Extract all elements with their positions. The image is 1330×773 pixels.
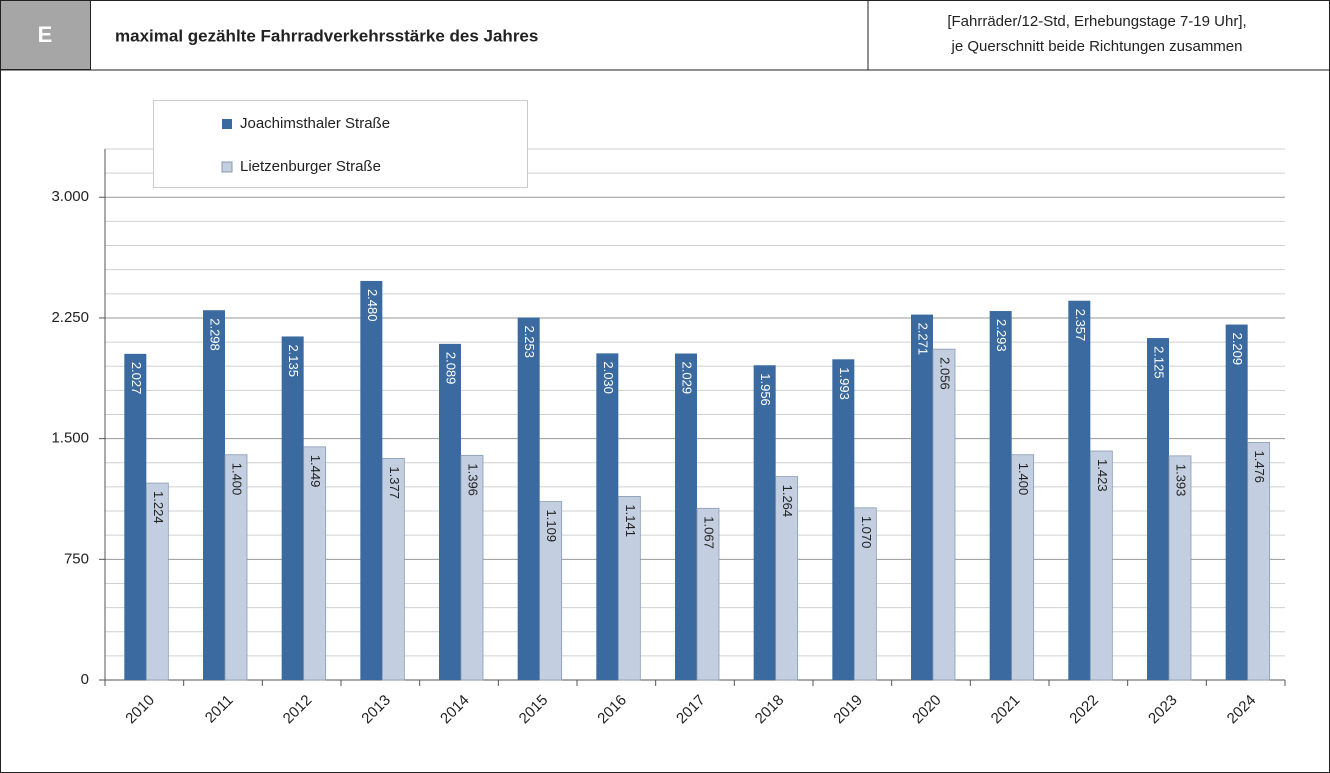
bar (696, 507, 720, 681)
bar (911, 314, 933, 680)
bar (303, 446, 327, 681)
header-title: maximal gezählte Fahrradverkehrsstärke d… (115, 26, 538, 45)
legend-box (153, 100, 528, 188)
value-label: 2.125 (1152, 346, 1167, 379)
value-label: 1.393 (1174, 464, 1189, 497)
bar (1089, 450, 1113, 681)
y-tick-label: 0 (81, 671, 89, 688)
bar (596, 353, 619, 680)
value-label: 2.293 (994, 319, 1009, 352)
value-label: 1.070 (859, 516, 874, 549)
bar (203, 310, 225, 680)
value-label: 2.089 (444, 352, 459, 385)
bar (1168, 455, 1192, 681)
bar (932, 348, 956, 681)
value-label: 1.377 (387, 466, 402, 499)
value-label: 1.423 (1095, 459, 1110, 492)
value-label: 1.109 (544, 510, 559, 543)
bar (753, 365, 776, 680)
bar (1147, 338, 1169, 680)
bar (1247, 442, 1271, 681)
value-label: 2.056 (938, 357, 953, 390)
y-tick-label: 750 (64, 550, 89, 567)
bar (675, 353, 697, 680)
value-label: 2.253 (522, 325, 537, 358)
bar (145, 482, 169, 681)
value-label: 2.480 (365, 289, 380, 322)
value-label: 1.400 (230, 463, 245, 496)
bar (539, 501, 563, 681)
value-label: 1.264 (780, 485, 795, 518)
bar (517, 317, 540, 680)
bar (224, 454, 248, 681)
legend-label: Joachimsthaler Straße (240, 115, 390, 132)
bar (1011, 454, 1035, 681)
value-label: 1.449 (308, 455, 323, 488)
value-label: 1.396 (466, 463, 481, 496)
bar (281, 336, 304, 680)
bar (381, 458, 405, 681)
bar (439, 343, 461, 680)
value-label: 2.030 (601, 361, 616, 394)
value-label: 1.476 (1252, 450, 1267, 483)
value-label: 2.271 (916, 323, 931, 356)
value-label: 1.400 (1016, 463, 1031, 496)
bar (460, 454, 484, 681)
y-tick-label: 1.500 (51, 430, 89, 447)
legend-swatch (221, 161, 233, 173)
legend-label: Lietzenburger Straße (240, 158, 381, 175)
value-label: 2.298 (208, 318, 223, 351)
header-unit: [Fahrräder/12-Std, Erhebungstage 7-19 Uh… (947, 13, 1246, 30)
bar (989, 311, 1012, 680)
bar (617, 496, 641, 681)
value-label: 2.027 (129, 362, 144, 395)
header-unit: je Querschnitt beide Richtungen zusammen (951, 38, 1243, 55)
bar (853, 507, 877, 681)
bar (775, 476, 799, 681)
legend-swatch (222, 119, 232, 129)
bar (832, 359, 855, 680)
y-tick-label: 3.000 (51, 188, 89, 205)
bar (124, 353, 147, 680)
value-label: 2.209 (1230, 333, 1245, 366)
value-label: 1.993 (837, 367, 852, 400)
value-label: 1.067 (702, 516, 717, 549)
value-label: 1.141 (623, 504, 638, 537)
bar (1225, 324, 1248, 680)
bar (1068, 300, 1091, 680)
value-label: 1.224 (151, 491, 166, 524)
value-label: 2.135 (286, 344, 301, 377)
letter-box (0, 0, 91, 70)
y-tick-label: 2.250 (51, 309, 89, 326)
value-label: 2.029 (680, 362, 695, 395)
bar (360, 280, 383, 680)
value-label: 1.956 (758, 373, 773, 406)
header-letter: E (38, 22, 53, 47)
value-label: 2.357 (1073, 309, 1088, 342)
